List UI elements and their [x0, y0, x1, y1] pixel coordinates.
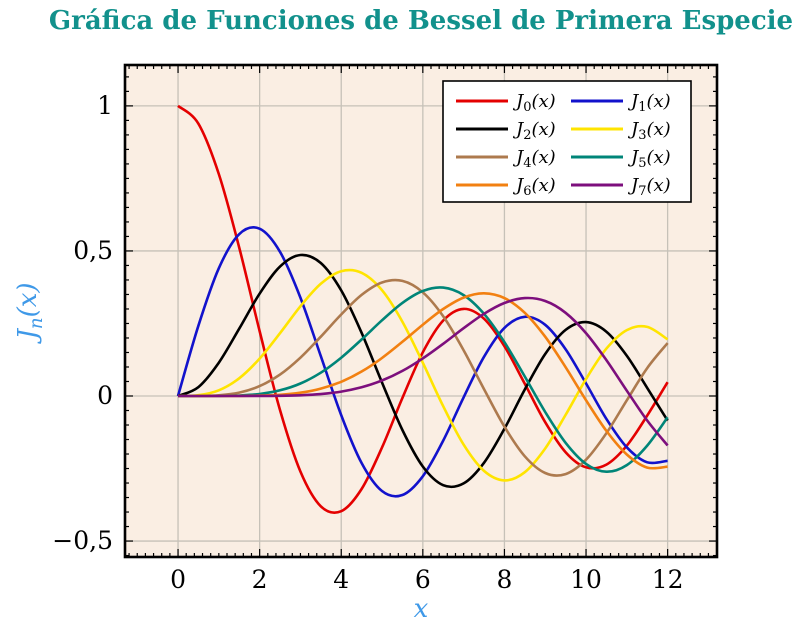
x-tick-label: 8	[496, 565, 512, 594]
curve-J1x	[176, 226, 668, 498]
legend-entry: J4(x)	[456, 147, 556, 171]
legend-entry: J6(x)	[456, 175, 556, 199]
legend-label: J5(x)	[627, 147, 671, 171]
legend-label: J0(x)	[512, 91, 556, 115]
x-tick-label: 12	[652, 565, 684, 594]
legend-entry: J0(x)	[456, 91, 556, 115]
x-tick-label: 10	[570, 565, 602, 594]
legend-label: J7(x)	[627, 175, 671, 199]
legend-label: J4(x)	[512, 147, 556, 171]
x-tick-label: 0	[170, 565, 186, 594]
y-tick-label: −0,5	[52, 526, 113, 555]
y-tick-label: 0,5	[73, 236, 113, 265]
x-tick-label: 6	[415, 565, 431, 594]
legend-entry: J1(x)	[571, 91, 671, 115]
x-tick-label: 2	[252, 565, 268, 594]
curve-J2x	[177, 253, 669, 489]
y-tick-label: 1	[97, 91, 113, 120]
x-axis-label: x	[413, 594, 429, 624]
curve-J7x	[177, 296, 669, 447]
curve-J3x	[177, 268, 669, 482]
plot-frame	[123, 63, 719, 559]
y-tick-label: 0	[97, 381, 113, 410]
x-tick-label: 4	[333, 565, 349, 594]
legend-label: J2(x)	[512, 119, 556, 143]
curves	[176, 104, 669, 514]
legend-entry: J3(x)	[571, 119, 671, 143]
legend-entry: J7(x)	[571, 175, 671, 199]
curve-J5x	[177, 286, 669, 474]
legend-label: J1(x)	[627, 91, 671, 115]
legend-entry: J2(x)	[456, 119, 556, 143]
tick-labels: 0 2 4 6 8 10 12 1 0,5 0 −0,5	[52, 91, 683, 594]
legend: J0(x) J1(x) J2(x) J3(x) J4(x) J5(x) J6(x) J7(x)	[442, 80, 692, 203]
legend-entry: J5(x)	[571, 147, 671, 171]
chart-title: Gráfica de Funciones de Bessel de Primer…	[48, 6, 794, 36]
legend-label: J3(x)	[627, 119, 671, 143]
legend-label: J6(x)	[512, 175, 556, 199]
